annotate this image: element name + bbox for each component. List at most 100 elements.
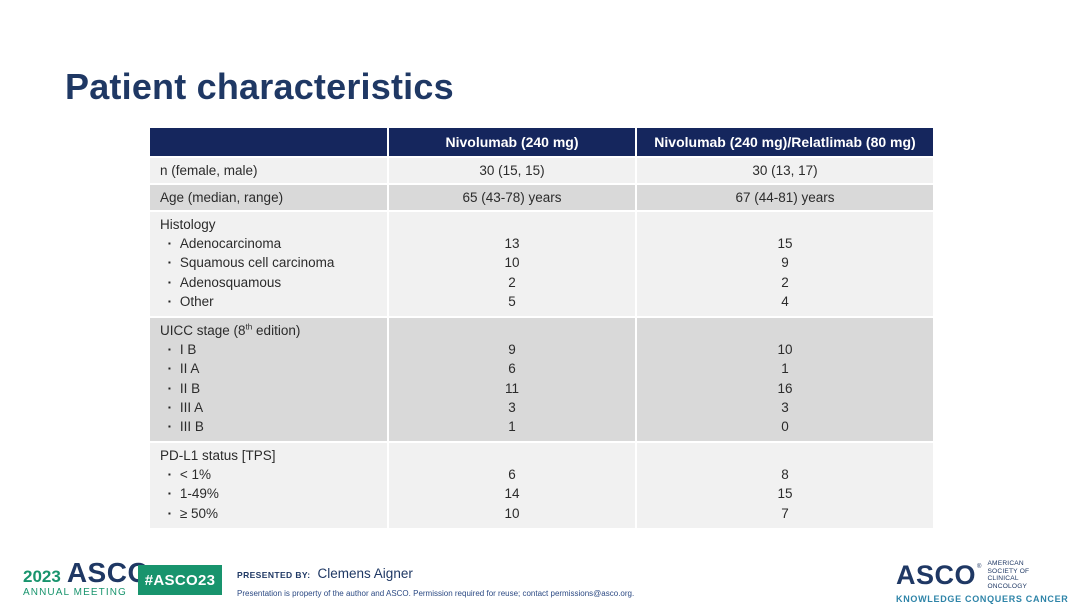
presenter-name: Clemens Aigner <box>317 566 413 581</box>
spacer <box>389 321 635 340</box>
value-cell: 30 (15, 15) <box>389 158 635 183</box>
cell-value: 9 <box>781 255 789 271</box>
value-cell: 30 (13, 17) <box>637 158 933 183</box>
spacer <box>389 215 635 234</box>
bullet-item: ▪ III B <box>150 417 387 436</box>
bullet-square-icon: ▪ <box>168 470 171 480</box>
asco-wordmark: ASCO <box>896 560 977 590</box>
cell-value: 16 <box>777 380 793 396</box>
bullet-item: ▪ Adenosquamous <box>150 273 387 292</box>
bullet-square-icon: ▪ <box>168 508 171 518</box>
value-cell: 67 (44-81) years <box>637 185 933 210</box>
bullet-item: ▪ < 1% <box>150 465 387 484</box>
value-cell: 65 (43-78) years <box>389 185 635 210</box>
patient-characteristics-table: Nivolumab (240 mg) Nivolumab (240 mg)/Re… <box>150 128 933 528</box>
table-header-empty <box>150 128 387 156</box>
cell-value: 15 <box>777 486 793 502</box>
bullet-square-icon: ▪ <box>168 296 171 306</box>
table-header-nivolumab-relatlimab: Nivolumab (240 mg)/Relatlimab (80 mg) <box>637 128 933 156</box>
asco-society-logo: ASCO ® AMERICAN SOCIETY OF CLINICAL ONCO… <box>896 560 1069 604</box>
cell-value: 15 <box>777 236 793 252</box>
bullet-item-label: I B <box>179 342 197 358</box>
spacer <box>389 446 635 465</box>
cell-value: 6 <box>508 467 516 483</box>
presented-by-block: PRESENTED BY: Clemens Aigner Presentatio… <box>237 566 634 598</box>
bullet-square-icon: ▪ <box>168 345 171 355</box>
bullet-item: ▪ I B <box>150 340 387 359</box>
bullet-square-icon: ▪ <box>168 489 171 499</box>
cell-value: 13 <box>504 236 520 252</box>
hashtag-badge: #ASCO23 <box>138 565 222 595</box>
cell-value: 10 <box>504 255 520 271</box>
bullet-item: ▪ III A <box>150 398 387 417</box>
cell-value: 4 <box>781 293 789 309</box>
bullet-item: ▪ Adenocarcinoma <box>150 234 387 253</box>
bullet-item: ▪ 1-49% <box>150 484 387 503</box>
group-label-cell: Histology ▪ Adenocarcinoma ▪ Squamous cell c… <box>150 212 387 316</box>
group-label-cell: PD-L1 status [TPS] ▪ < 1% ▪ 1-49% ▪ ≥ 50% <box>150 443 387 528</box>
value-cell: 9 6 11 3 1 <box>389 317 635 442</box>
bullet-item: ▪ Other <box>150 292 387 311</box>
copyright-disclaimer: Presentation is property of the author a… <box>237 589 635 598</box>
asco-annual-meeting-logo: 2023 ASCO ® ANNUAL MEETING <box>23 559 161 599</box>
cell-value: 6 <box>508 361 516 377</box>
cell-value: 1 <box>781 361 789 377</box>
bullet-item-label: II B <box>179 380 201 396</box>
bullet-square-icon: ▪ <box>168 402 171 412</box>
cell-value: 2 <box>508 274 516 290</box>
cell-value: 2 <box>781 274 789 290</box>
bullet-square-icon: ▪ <box>168 258 171 268</box>
value-cell: 8 15 7 <box>637 443 933 528</box>
bullet-item-label: Other <box>179 293 214 309</box>
bullet-item: ▪ II A <box>150 359 387 378</box>
bullet-item-label: Adenocarcinoma <box>179 236 282 252</box>
cell-value: 10 <box>504 505 520 521</box>
bullet-item-label: II A <box>179 361 200 377</box>
table-header-nivolumab: Nivolumab (240 mg) <box>389 128 635 156</box>
cell-value: 14 <box>504 486 520 502</box>
asco-tagline: KNOWLEDGE CONQUERS CANCER <box>896 594 1069 604</box>
society-name-line2: CLINICAL ONCOLOGY <box>987 575 1028 590</box>
value-cell: 15 9 2 4 <box>637 212 933 316</box>
cell-value: 1 <box>508 418 516 434</box>
bullet-item: ▪ Squamous cell carcinoma <box>150 253 387 272</box>
cell-value: 11 <box>504 380 519 396</box>
value-cell: 10 1 16 3 0 <box>637 317 933 442</box>
cell-value: 10 <box>777 342 793 358</box>
row-label-cell: Age (median, range) <box>150 185 387 210</box>
bullet-square-icon: ▪ <box>168 421 171 431</box>
bullet-square-icon: ▪ <box>168 277 171 287</box>
meeting-year: 2023 <box>23 567 61 586</box>
group-title: UICC stage (8th edition) <box>160 322 301 338</box>
cell-value: 9 <box>508 342 516 358</box>
bullet-item-label: 1-49% <box>179 486 219 502</box>
bullet-square-icon: ▪ <box>168 239 171 249</box>
bullet-item-label: Adenosquamous <box>179 274 282 290</box>
meeting-name: ANNUAL MEETING <box>23 587 127 598</box>
cell-value: 3 <box>781 399 789 415</box>
cell-value: 5 <box>508 293 516 309</box>
group-label-cell: UICC stage (8th edition) ▪ I B ▪ II A ▪ II B ▪ I… <box>150 317 387 442</box>
bullet-square-icon: ▪ <box>168 364 171 374</box>
bullet-item: ▪ ≥ 50% <box>150 504 387 523</box>
row-label-cell: n (female, male) <box>150 158 387 183</box>
spacer <box>637 215 933 234</box>
bullet-square-icon: ▪ <box>168 383 171 393</box>
cell-value: 3 <box>508 399 516 415</box>
bullet-item-label: < 1% <box>179 467 211 483</box>
value-cell: 13 10 2 5 <box>389 212 635 316</box>
registered-mark-icon: ® <box>977 564 982 570</box>
cell-value: 0 <box>781 418 789 434</box>
presented-by-label: PRESENTED BY: <box>237 570 311 580</box>
cell-value: 7 <box>781 505 789 521</box>
society-name-line1: AMERICAN SOCIETY OF <box>987 560 1030 575</box>
cell-value: 8 <box>781 467 789 483</box>
bullet-item-label: Squamous cell carcinoma <box>179 255 335 271</box>
bullet-item-label: III A <box>179 399 204 415</box>
group-title: PD-L1 status [TPS] <box>160 448 276 464</box>
bullet-item-label: III B <box>179 418 204 434</box>
spacer <box>637 446 933 465</box>
value-cell: 6 14 10 <box>389 443 635 528</box>
page-title: Patient characteristics <box>65 66 454 107</box>
